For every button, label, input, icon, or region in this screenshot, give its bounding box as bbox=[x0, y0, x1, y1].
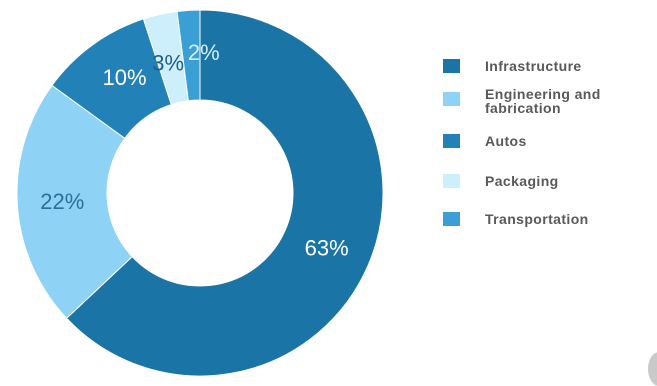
slice-label-packaging: 3% bbox=[152, 50, 184, 75]
slice-label-transportation: 2% bbox=[188, 40, 220, 65]
legend-swatch-transportation bbox=[443, 212, 460, 226]
slice-label-infrastructure: 63% bbox=[305, 235, 349, 260]
donut-chart: 63% 22% 10% 3% 2% Infrastructure Engineering… bbox=[16, 9, 657, 386]
slices-layer bbox=[16, 9, 384, 376]
legend-swatch-autos bbox=[443, 134, 460, 148]
slice-engineering-and-fabrication bbox=[16, 84, 133, 319]
legend-label-transportation: Transportation bbox=[485, 211, 589, 227]
slice-label-autos: 10% bbox=[103, 65, 147, 90]
legend-swatch-packaging bbox=[443, 174, 460, 188]
legend-label-autos: Autos bbox=[485, 133, 527, 149]
slice-infrastructure bbox=[65, 9, 384, 376]
legend-label-packaging: Packaging bbox=[485, 173, 559, 189]
slice-labels-layer: 63% 22% 10%3% 2% bbox=[40, 40, 348, 261]
legend-swatch-infrastructure bbox=[443, 59, 460, 73]
corner-decoration bbox=[648, 352, 657, 386]
slice-transportation bbox=[176, 9, 201, 102]
legend-label-engineering-and-fabrication: Engineering and fabrication bbox=[485, 86, 601, 116]
legend-swatch-engineering-and-fabrication bbox=[443, 92, 460, 106]
legend-label-infrastructure: Infrastructure bbox=[485, 58, 582, 74]
donut-plot: 63% 22% 10%3% 2% bbox=[16, 9, 384, 376]
slice-label-engineering-and-fabrication: 22% bbox=[40, 189, 84, 214]
